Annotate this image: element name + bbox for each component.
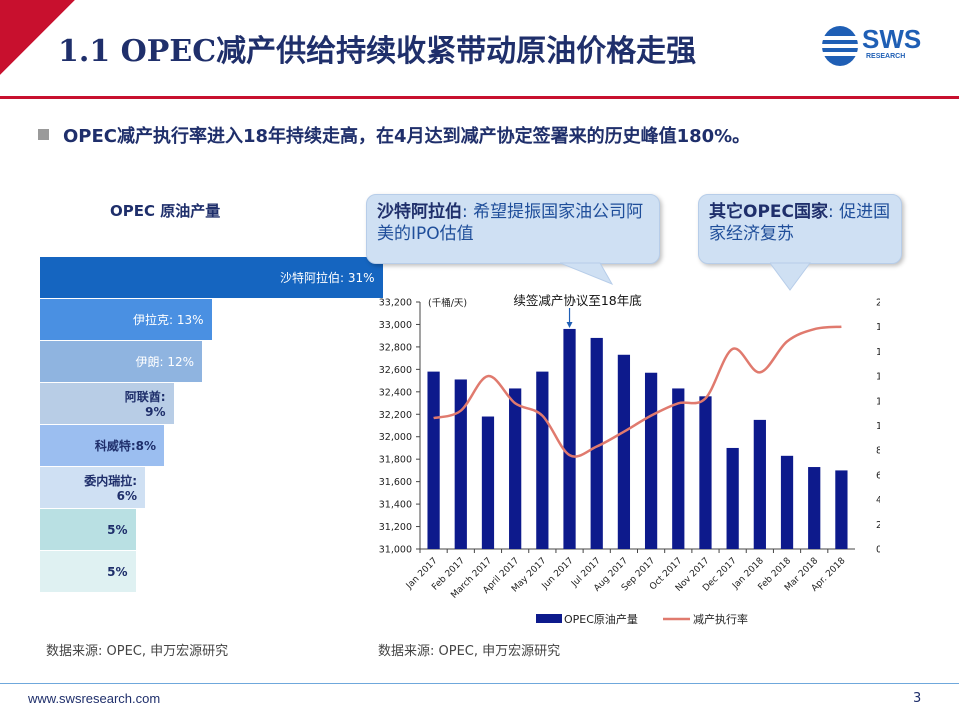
funnel-bar-value: 9%: [145, 405, 166, 419]
header-red-corner: [0, 0, 75, 75]
key-point-text: OPEC减产执行率进入18年持续走高，在4月达到减产协定签署来的历史峰值180%…: [63, 126, 751, 147]
page-number: 3: [913, 691, 922, 706]
callout-others-pointer: [770, 262, 811, 291]
y2-tick-label: 60%: [876, 470, 880, 481]
opec-production-chart: 31,000 31,200 31,400 31,600 31,800 32,000 32,2…: [379, 293, 880, 626]
y2-tick-label: 160%: [876, 347, 880, 358]
y-tick-label: 32,200: [379, 410, 412, 421]
callout-others-text: : 促进国家经济复苏: [709, 202, 891, 245]
funnel-bar: 委内瑞拉: 6%: [40, 467, 145, 508]
y-tick-label: 31,400: [379, 500, 412, 511]
left-panel-title: OPEC 原油产量: [110, 202, 221, 220]
footer-divider: [0, 683, 959, 684]
bar-opec-production: [672, 388, 685, 549]
y-tick-label: 31,000: [379, 545, 412, 556]
funnel-bar: 5%: [40, 509, 136, 550]
y2-tick-label: 20%: [876, 520, 880, 531]
funnel-bar: 5%: [40, 551, 136, 592]
page-title: 1.1 OPEC减产供给持续收紧带动原油价格走强: [58, 34, 697, 69]
y-tick-label: 33,200: [379, 298, 412, 309]
funnel-bar-label: 科威特:8%: [94, 439, 156, 453]
bar-opec-production: [753, 419, 766, 549]
bar-opec-production: [780, 455, 794, 549]
funnel-bar-label: 5%: [107, 522, 128, 537]
callout-others: 其它OPEC国家: 促进国家经济复苏: [698, 194, 902, 264]
key-point: OPEC减产执行率进入18年持续走高，在4月达到减产协定签署来的历史峰值180%…: [38, 122, 750, 148]
bar-opec-production: [454, 379, 467, 549]
bar-opec-production: [835, 470, 848, 549]
callout-saudi-text: : 希望提振国家油公司阿美的IPO估值: [377, 202, 644, 245]
footer-url[interactable]: www.swsresearch.com: [28, 691, 161, 706]
y-tick-label: 31,600: [379, 477, 412, 488]
callout-saudi-title: 沙特阿拉伯: [377, 202, 462, 222]
legend-label-line: 减产执行率: [693, 612, 748, 626]
funnel-bar: 伊拉克: 13%: [40, 299, 212, 340]
y2-tick-label: 100%: [876, 421, 880, 432]
legend-swatch-bar: [536, 614, 562, 623]
bar-opec-production: [536, 371, 549, 549]
y-tick-label: 32,800: [379, 342, 412, 353]
y2-tick-label: 140%: [876, 372, 880, 383]
left-source-note: 数据来源: OPEC, 申万宏源研究: [46, 644, 229, 659]
y2-tick-label: 0%: [876, 545, 880, 556]
bar-opec-production: [808, 467, 821, 549]
y-tick-label: 31,800: [379, 455, 412, 466]
funnel-bar-value: 6%: [116, 489, 137, 503]
bar-opec-production: [563, 328, 576, 549]
bullet-square-icon: [38, 129, 49, 140]
y-tick-label: 33,000: [379, 320, 412, 331]
y-tick-label: 32,600: [379, 365, 412, 376]
y-tick-label: 32,000: [379, 432, 412, 443]
chart-annotation: 续签减产协议至18年底: [513, 293, 641, 308]
y-axis-title: (千桶/天): [428, 297, 467, 309]
line-cut-compliance: [433, 325, 842, 458]
bar-opec-production: [726, 447, 739, 549]
funnel-bar: 阿联酋: 9%: [40, 383, 174, 424]
title-divider: [0, 96, 959, 99]
funnel-bar-label: 沙特阿拉伯: 31%: [279, 271, 375, 285]
logo-subtitle: RESEARCH: [866, 53, 906, 60]
sws-logo-icon: [822, 26, 858, 66]
funnel-bar-label: 阿联酋:: [124, 390, 166, 404]
bar-opec-production: [590, 337, 603, 549]
callout-others-title: 其它OPEC国家: [709, 202, 828, 222]
bar-opec-production: [617, 354, 631, 549]
y-tick-label: 32,400: [379, 387, 412, 398]
y-tick-label: 31,200: [379, 522, 412, 533]
y2-tick-label: 120%: [876, 396, 880, 407]
funnel-bar-label: 伊拉克: 13%: [132, 313, 204, 327]
funnel-bar-label: 伊朗: 12%: [135, 355, 194, 369]
funnel-bar: 伊朗: 12%: [40, 341, 202, 382]
funnel-bar-label: 委内瑞拉:: [84, 474, 137, 488]
funnel-bar: 科威特:8%: [40, 425, 164, 466]
bar-opec-production: [481, 416, 495, 549]
y2-tick-label: 200%: [876, 298, 880, 309]
callout-saudi: 沙特阿拉伯: 希望提振国家油公司阿美的IPO估值: [366, 194, 660, 264]
legend-label-bar: OPEC原油产量: [564, 612, 638, 626]
bar-opec-production: [644, 372, 658, 549]
logo-wordmark: SWS: [862, 24, 922, 54]
y2-tick-label: 180%: [876, 322, 880, 333]
callout-saudi-pointer: [560, 262, 614, 286]
funnel-bar-label: 5%: [107, 564, 128, 579]
chart-source-note: 数据来源: OPEC, 申万宏源研究: [378, 644, 561, 659]
annotation-arrow-head: [566, 322, 573, 328]
y2-tick-label: 80%: [876, 446, 880, 457]
bar-opec-production: [427, 371, 440, 549]
bar-opec-production: [509, 388, 522, 549]
y2-tick-label: 40%: [876, 495, 880, 506]
bar-opec-production: [699, 396, 712, 549]
funnel-bar: 沙特阿拉伯: 31%: [40, 257, 383, 298]
